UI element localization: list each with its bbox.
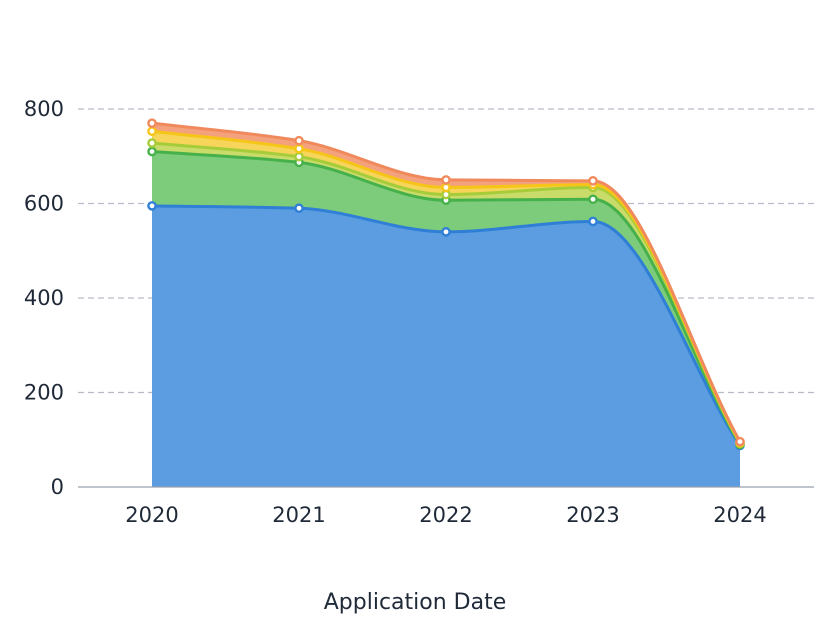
x-tick-label: 2022 [419, 503, 472, 527]
data-point[interactable] [442, 228, 449, 235]
x-tick-label: 2020 [125, 503, 178, 527]
data-point[interactable] [295, 145, 302, 152]
x-axis-title: Application Date [324, 590, 507, 615]
x-tick-label: 2023 [566, 503, 619, 527]
y-tick-label: 800 [24, 97, 64, 121]
data-point[interactable] [589, 177, 596, 184]
y-tick-label: 600 [24, 192, 64, 216]
data-point[interactable] [148, 202, 155, 209]
data-point[interactable] [295, 137, 302, 144]
area-chart: 0 200 400 600 800 2020 2021 2022 2023 2024 Applic… [0, 0, 832, 636]
y-tick-label: 200 [24, 381, 64, 405]
y-tick-label: 0 [51, 475, 64, 499]
data-point[interactable] [295, 153, 302, 160]
data-point[interactable] [295, 205, 302, 212]
data-point[interactable] [148, 128, 155, 135]
data-point[interactable] [736, 438, 743, 445]
data-point[interactable] [589, 196, 596, 203]
x-tick-label: 2021 [272, 503, 325, 527]
data-point[interactable] [442, 184, 449, 191]
data-point[interactable] [442, 176, 449, 183]
y-tick-label: 400 [24, 286, 64, 310]
data-point[interactable] [148, 120, 155, 127]
data-point[interactable] [589, 218, 596, 225]
data-point[interactable] [148, 139, 155, 146]
x-tick-label: 2024 [713, 503, 766, 527]
data-point[interactable] [148, 148, 155, 155]
chart-container: 0 200 400 600 800 2020 2021 2022 2023 2024 Applic… [0, 0, 832, 636]
